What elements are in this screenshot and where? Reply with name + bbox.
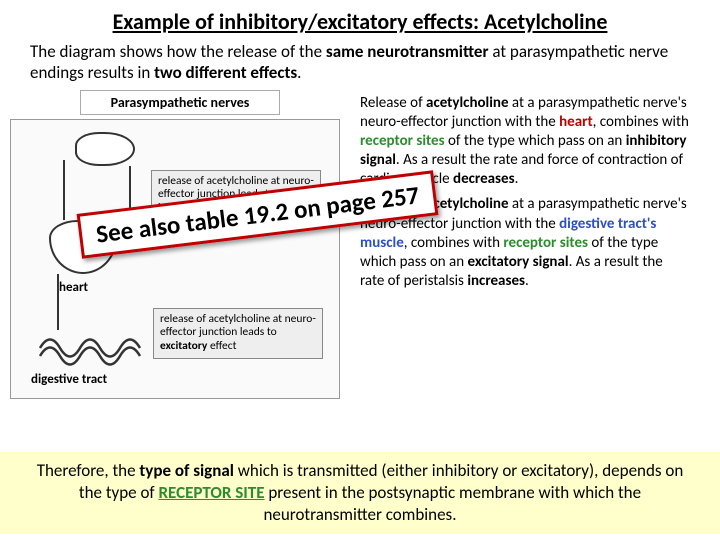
- footer-c: present in the postsynaptic membrane wit…: [263, 482, 641, 525]
- p1-f: .: [515, 170, 519, 188]
- p2-increases: increases: [467, 272, 525, 290]
- exc-bold: excitatory: [160, 339, 207, 353]
- footer-receptor: RECEPTOR SITE: [158, 482, 264, 503]
- p1-c: , combines with: [593, 113, 689, 131]
- p2-f: .: [525, 272, 529, 290]
- parasympathetic-label: Parasympathetic nerves: [80, 90, 280, 115]
- p1-a: Release of: [360, 94, 426, 112]
- subtitle-bold-1: same neurotransmitter: [326, 41, 489, 62]
- footer-conclusion: Therefore, the type of signal which is t…: [0, 452, 720, 534]
- gut-shape: [35, 326, 145, 370]
- p2-receptor: receptor sites: [503, 234, 588, 252]
- p2-excitatory: excitatory signal: [468, 253, 569, 271]
- nerve-line-1: [63, 160, 65, 220]
- footer-a: Therefore, the: [37, 460, 140, 481]
- footer-b1: type of signal: [139, 460, 234, 481]
- exc-text-1: release of acetylcholine at neuro-effect…: [160, 312, 316, 340]
- heart-label: heart: [59, 280, 88, 295]
- p1-decreases: decreases: [453, 170, 515, 188]
- subtitle-pre: The diagram shows how the release of the: [30, 41, 326, 62]
- p1-d: of the type which pass on an: [445, 132, 626, 150]
- subtitle-post: .: [297, 62, 301, 83]
- subtitle: The diagram shows how the release of the…: [0, 39, 720, 90]
- diagram-column: Parasympathetic nerves heart release of …: [10, 90, 350, 410]
- ganglion-shape: [75, 132, 135, 166]
- diagram: heart release of acetylcholine at neuro-…: [10, 119, 340, 399]
- text-column: Release of acetylcholine at a parasympat…: [356, 90, 696, 410]
- p1-heart: heart: [559, 113, 593, 131]
- page-title: Example of inhibitory/excitatory effects…: [0, 0, 720, 39]
- p1-ach: acetylcholine: [426, 94, 508, 112]
- excitatory-box: release of acetylcholine at neuro-effect…: [153, 308, 323, 359]
- subtitle-bold-2: two different effects: [154, 62, 297, 83]
- nerve-line-2: [57, 274, 59, 330]
- gut-label: digestive tract: [31, 372, 107, 387]
- p1-receptor: receptor sites: [360, 132, 445, 150]
- exc-text-2: effect: [207, 339, 236, 353]
- p2-ach: acetylcholine: [426, 195, 508, 213]
- p2-c: , combines with: [404, 234, 504, 252]
